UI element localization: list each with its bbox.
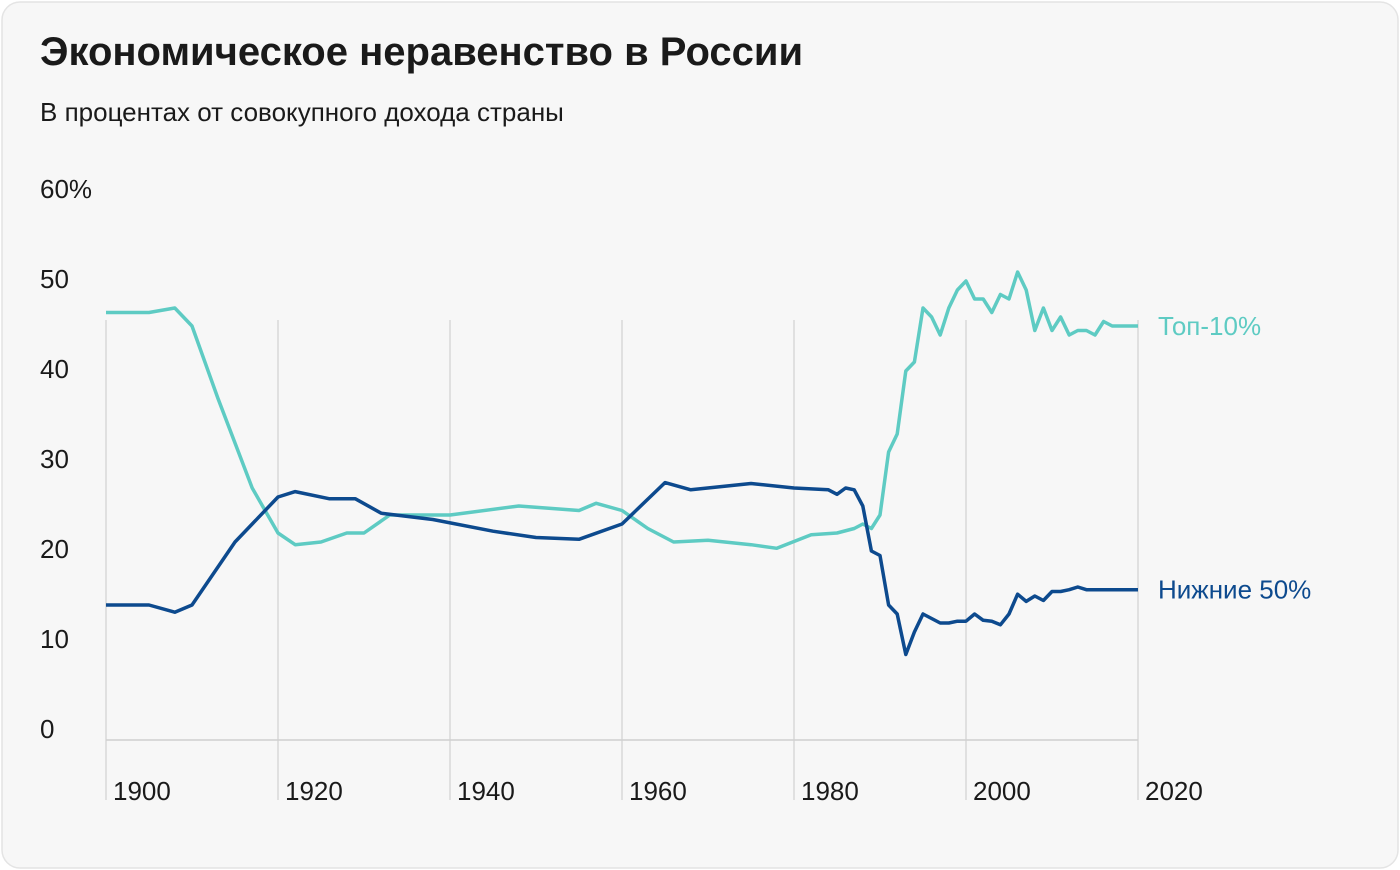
series-label: Топ-10% (1158, 311, 1261, 341)
x-tick-label: 2020 (1145, 776, 1203, 806)
x-tick-label: 1980 (801, 776, 859, 806)
series-line (106, 270, 1138, 551)
y-tick-label: 0 (40, 714, 54, 744)
y-tick-label: 30 (40, 444, 69, 474)
x-tick-label: 1900 (113, 776, 171, 806)
y-tick-label: 10 (40, 624, 69, 654)
chart-title: Экономическое неравенство в России (40, 30, 803, 74)
series-label: Нижние 50% (1158, 575, 1311, 605)
y-tick-label: 50 (40, 264, 69, 294)
y-tick-label: 20 (40, 534, 69, 564)
x-tick-label: 1960 (629, 776, 687, 806)
chart-subtitle: В процентах от совокупного дохода страны (40, 97, 564, 127)
y-tick-label: 60% (40, 174, 92, 204)
series-line (106, 480, 1138, 657)
y-tick-label: 40 (40, 354, 69, 384)
x-tick-label: 1940 (457, 776, 515, 806)
x-tick-label: 2000 (973, 776, 1031, 806)
x-tick-label: 1920 (285, 776, 343, 806)
